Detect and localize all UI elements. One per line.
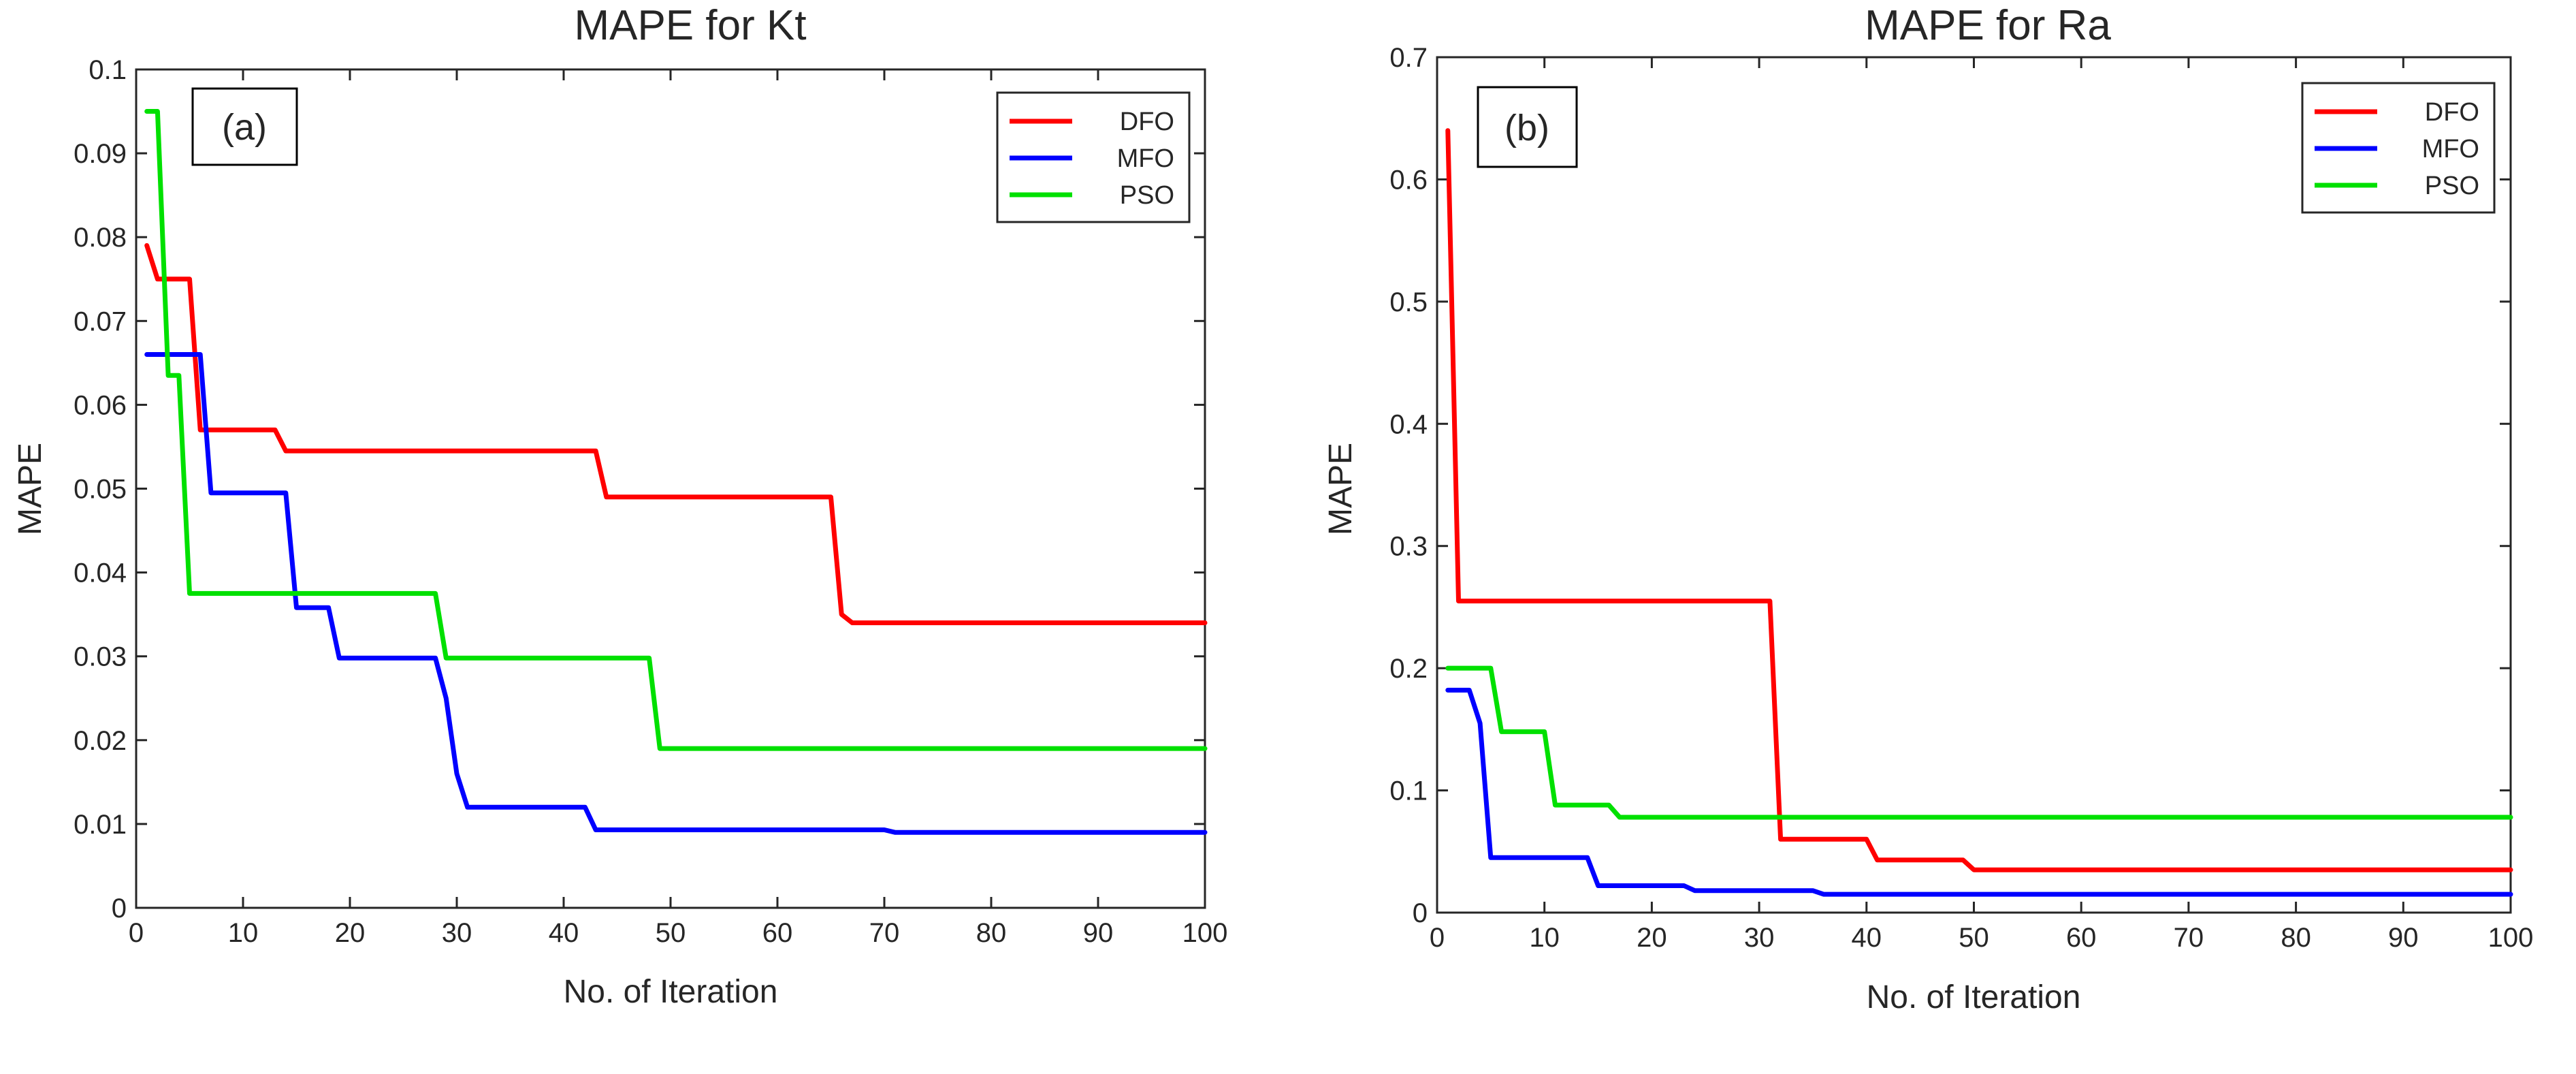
series-line-pso — [144, 109, 1208, 751]
x-axis-ticks: 0 10 20 30 40 50 60 70 80 90 100 — [1430, 57, 2534, 953]
y-tick-label: 0.06 — [74, 390, 127, 420]
chart-panel-a: MAPE for Kt 0 0.01 0.02 0.03 0.04 0.05 0.06 0.0… — [12, 2, 1227, 1010]
series-lines — [1445, 128, 2513, 897]
legend-label-dfo: DFO — [1120, 108, 1174, 136]
legend-label-mfo: MFO — [1117, 144, 1174, 173]
x-tick-label: 60 — [762, 918, 793, 948]
x-tick-label: 20 — [1637, 923, 1667, 953]
y-tick-label: 0.5 — [1389, 287, 1428, 317]
x-tick-label: 0 — [129, 918, 144, 948]
x-axis-ticks: 0 10 20 30 40 50 60 70 80 90 100 — [129, 69, 1228, 948]
y-tick-label: 0.04 — [74, 558, 127, 588]
y-tick-label: 0.2 — [1389, 654, 1428, 684]
series-lines — [144, 109, 1208, 835]
y-tick-label: 0.4 — [1389, 409, 1428, 439]
x-tick-label: 40 — [1852, 923, 1882, 953]
x-tick-label: 100 — [2488, 923, 2534, 953]
y-tick-label: 0.02 — [74, 726, 127, 756]
x-tick-label: 50 — [656, 918, 686, 948]
chart-panel-b: MAPE for Ra 0 0.1 0.2 0.3 0.4 0.5 0.6 0.7 0 10 20… — [1323, 2, 2533, 1015]
legend: DFO MFO PSO — [2301, 82, 2496, 214]
chart-title: MAPE for Ra — [1865, 2, 2111, 49]
x-tick-label: 10 — [228, 918, 259, 948]
y-tick-label: 0 — [112, 894, 127, 923]
legend-label-dfo: DFO — [2425, 98, 2479, 127]
x-tick-label: 50 — [1959, 923, 1989, 953]
y-tick-label: 0.08 — [74, 223, 127, 253]
x-tick-label: 80 — [2281, 923, 2311, 953]
y-tick-label: 0.1 — [88, 55, 127, 85]
x-tick-label: 80 — [976, 918, 1007, 948]
series-line-dfo — [144, 243, 1208, 625]
y-axis-label: MAPE — [1323, 443, 1359, 535]
y-axis-label: MAPE — [12, 443, 48, 535]
x-axis-label: No. of Iteration — [564, 974, 778, 1010]
x-tick-label: 70 — [2174, 923, 2204, 953]
panel-tag: (a) — [222, 107, 267, 148]
x-tick-label: 20 — [335, 918, 366, 948]
x-tick-label: 30 — [442, 918, 472, 948]
y-tick-label: 0.7 — [1389, 43, 1428, 73]
panel-tag: (b) — [1504, 108, 1549, 148]
y-tick-label: 0.01 — [74, 810, 127, 840]
y-tick-label: 0.05 — [74, 475, 127, 505]
y-tick-label: 0.09 — [74, 139, 127, 169]
series-line-pso — [1445, 665, 2513, 820]
legend-label-pso: PSO — [2425, 172, 2479, 200]
series-line-mfo — [144, 352, 1208, 835]
legend-label-pso: PSO — [1120, 181, 1174, 210]
x-tick-label: 30 — [1744, 923, 1775, 953]
x-tick-label: 40 — [549, 918, 579, 948]
x-tick-label: 70 — [869, 918, 900, 948]
x-tick-label: 100 — [1182, 918, 1228, 948]
x-tick-label: 90 — [1083, 918, 1114, 948]
y-axis-ticks: 0 0.01 0.02 0.03 0.04 0.05 0.06 0.07 0.08 0.09 0.1 — [74, 55, 1205, 923]
panel-tag-box — [191, 87, 298, 166]
panel-tag-box — [1477, 86, 1578, 168]
x-tick-label: 60 — [2066, 923, 2097, 953]
series-line-mfo — [1445, 687, 2513, 897]
y-tick-label: 0.03 — [74, 642, 127, 672]
y-axis-ticks: 0 0.1 0.2 0.3 0.4 0.5 0.6 0.7 — [1389, 43, 2511, 928]
legend: DFO MFO PSO — [996, 91, 1191, 223]
y-tick-label: 0 — [1413, 898, 1428, 928]
y-tick-label: 0.07 — [74, 306, 127, 336]
legend-label-mfo: MFO — [2422, 135, 2479, 163]
y-tick-label: 0.1 — [1389, 776, 1428, 806]
series-line-dfo — [1445, 128, 2513, 872]
x-tick-label: 90 — [2388, 923, 2419, 953]
y-tick-label: 0.3 — [1389, 532, 1428, 562]
y-tick-label: 0.6 — [1389, 165, 1428, 195]
x-tick-label: 10 — [1529, 923, 1560, 953]
x-tick-label: 0 — [1430, 923, 1445, 953]
chart-title: MAPE for Kt — [574, 2, 806, 49]
x-axis-label: No. of Iteration — [1867, 979, 2081, 1015]
